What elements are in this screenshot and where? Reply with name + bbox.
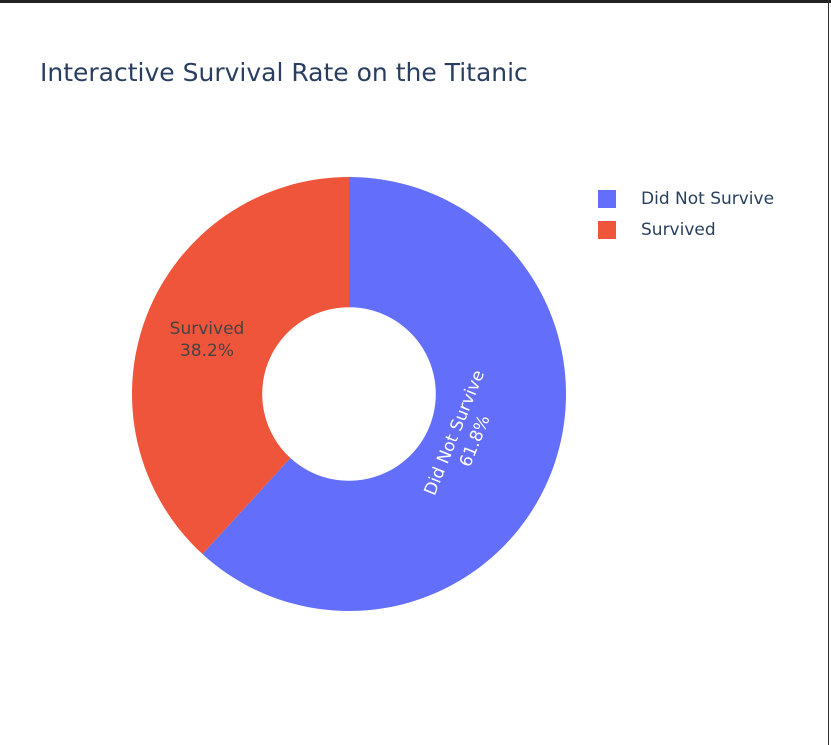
- legend-label: Survived: [641, 219, 716, 240]
- window-right-border: [828, 0, 829, 745]
- legend-label: Did Not Survive: [641, 188, 775, 209]
- legend-item-did-not-survive[interactable]: Did Not Survive: [598, 183, 774, 214]
- slice-label-percent: 38.2%: [180, 341, 234, 361]
- slice-label: Survived 38.2%: [170, 319, 245, 361]
- slice-did-not-survive[interactable]: [202, 177, 567, 612]
- legend-item-survived[interactable]: Survived: [598, 214, 774, 245]
- legend: Did Not Survive Survived: [598, 183, 774, 245]
- slice-label-name: Survived: [170, 319, 245, 339]
- window-top-border: [0, 0, 831, 3]
- chart-title: Interactive Survival Rate on the Titanic: [40, 58, 528, 87]
- slice-survived[interactable]: [132, 177, 349, 555]
- legend-swatch: [598, 220, 616, 239]
- legend-swatch: [598, 189, 616, 208]
